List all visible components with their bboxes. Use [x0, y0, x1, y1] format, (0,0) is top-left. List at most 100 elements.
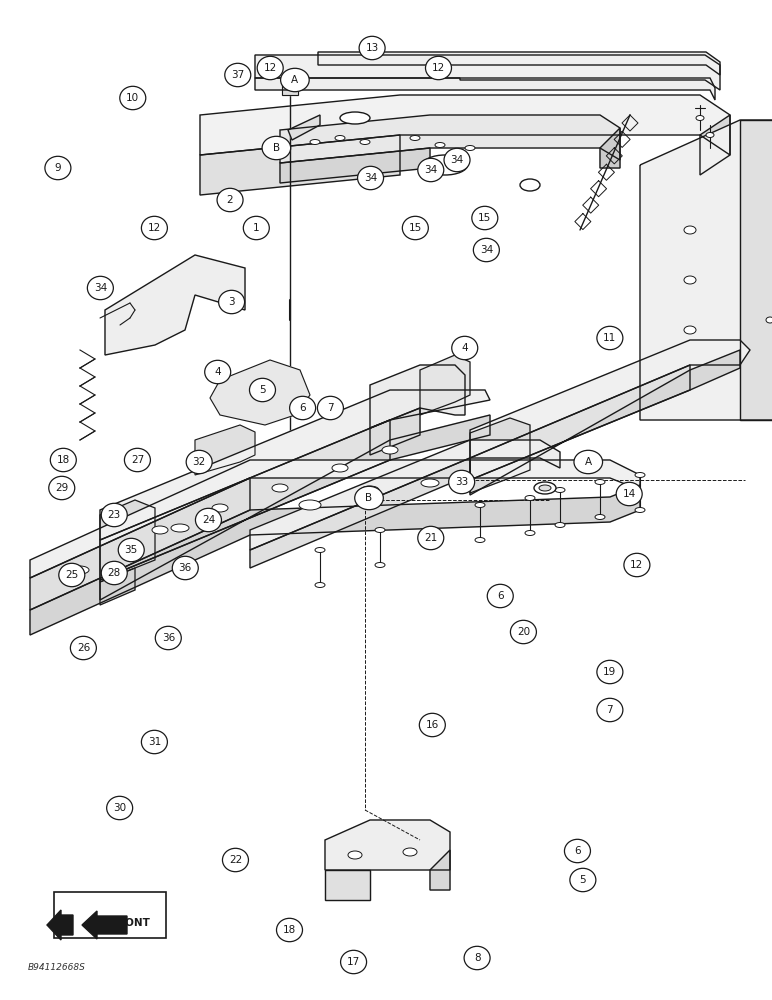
Ellipse shape: [87, 276, 113, 300]
Polygon shape: [210, 360, 310, 425]
Text: 6: 6: [497, 591, 503, 601]
Ellipse shape: [555, 488, 565, 492]
Text: 34: 34: [450, 155, 464, 165]
Ellipse shape: [403, 848, 417, 856]
Ellipse shape: [340, 112, 370, 124]
Ellipse shape: [243, 216, 269, 240]
Text: 7: 7: [607, 705, 613, 715]
Polygon shape: [470, 350, 740, 495]
Ellipse shape: [361, 486, 379, 494]
Polygon shape: [200, 95, 730, 155]
Text: 34: 34: [424, 165, 438, 175]
Ellipse shape: [186, 450, 212, 474]
Polygon shape: [470, 365, 690, 480]
Ellipse shape: [597, 660, 623, 684]
Text: 1: 1: [253, 223, 259, 233]
Polygon shape: [100, 390, 490, 540]
Ellipse shape: [473, 238, 499, 262]
Ellipse shape: [402, 216, 428, 240]
Ellipse shape: [101, 561, 127, 585]
Text: 7: 7: [327, 403, 334, 413]
Polygon shape: [740, 120, 772, 420]
Ellipse shape: [422, 155, 468, 175]
Polygon shape: [30, 460, 640, 578]
Polygon shape: [100, 500, 155, 582]
Ellipse shape: [595, 514, 605, 520]
Ellipse shape: [595, 480, 605, 485]
Ellipse shape: [317, 396, 344, 420]
Text: 35: 35: [124, 545, 138, 555]
Polygon shape: [250, 458, 470, 568]
Polygon shape: [100, 568, 135, 605]
Text: 9: 9: [55, 163, 61, 173]
Ellipse shape: [276, 918, 303, 942]
Ellipse shape: [449, 470, 475, 494]
Ellipse shape: [520, 179, 540, 191]
Ellipse shape: [555, 522, 565, 528]
Polygon shape: [420, 355, 470, 415]
Polygon shape: [370, 408, 420, 455]
Ellipse shape: [475, 538, 485, 542]
Ellipse shape: [435, 142, 445, 147]
Ellipse shape: [225, 63, 251, 87]
Ellipse shape: [152, 526, 168, 534]
Polygon shape: [100, 420, 390, 580]
Polygon shape: [255, 55, 720, 90]
Ellipse shape: [118, 538, 144, 562]
Ellipse shape: [382, 446, 398, 454]
Ellipse shape: [510, 620, 537, 644]
Ellipse shape: [564, 839, 591, 863]
Text: 37: 37: [231, 70, 245, 80]
Ellipse shape: [357, 166, 384, 190]
Ellipse shape: [249, 378, 276, 402]
Ellipse shape: [335, 135, 345, 140]
Polygon shape: [250, 440, 560, 550]
Ellipse shape: [195, 508, 222, 532]
Text: 11: 11: [603, 333, 617, 343]
Ellipse shape: [205, 360, 231, 384]
Text: 4: 4: [215, 367, 221, 377]
Ellipse shape: [280, 68, 310, 92]
Ellipse shape: [410, 135, 420, 140]
Ellipse shape: [635, 508, 645, 512]
Ellipse shape: [684, 326, 696, 334]
Polygon shape: [200, 135, 400, 195]
Ellipse shape: [419, 713, 445, 737]
Text: B: B: [365, 493, 373, 503]
Ellipse shape: [624, 553, 650, 577]
Text: 4: 4: [462, 343, 468, 353]
Ellipse shape: [262, 136, 291, 160]
Ellipse shape: [257, 56, 283, 80]
Ellipse shape: [539, 485, 551, 491]
Ellipse shape: [635, 473, 645, 478]
Ellipse shape: [525, 495, 535, 500]
Ellipse shape: [534, 482, 556, 494]
Text: 12: 12: [630, 560, 644, 570]
Text: A: A: [291, 75, 299, 85]
Text: 32: 32: [192, 457, 206, 467]
Text: 18: 18: [56, 455, 70, 465]
Ellipse shape: [121, 544, 139, 552]
Polygon shape: [600, 128, 620, 168]
Polygon shape: [30, 485, 640, 635]
Polygon shape: [640, 120, 772, 420]
Ellipse shape: [616, 482, 642, 506]
Ellipse shape: [45, 156, 71, 180]
Ellipse shape: [141, 216, 168, 240]
Text: 34: 34: [93, 283, 107, 293]
Text: 15: 15: [408, 223, 422, 233]
Ellipse shape: [597, 698, 623, 722]
Polygon shape: [325, 870, 370, 900]
Text: 18: 18: [283, 925, 296, 935]
Ellipse shape: [375, 528, 385, 532]
Text: 3: 3: [229, 297, 235, 307]
Ellipse shape: [71, 566, 89, 574]
Text: 12: 12: [432, 63, 445, 73]
Text: 28: 28: [107, 568, 121, 578]
Text: B94112668S: B94112668S: [28, 963, 86, 972]
Ellipse shape: [120, 86, 146, 110]
Text: 12: 12: [147, 223, 161, 233]
Ellipse shape: [49, 476, 75, 500]
Ellipse shape: [354, 486, 384, 510]
Ellipse shape: [684, 276, 696, 284]
